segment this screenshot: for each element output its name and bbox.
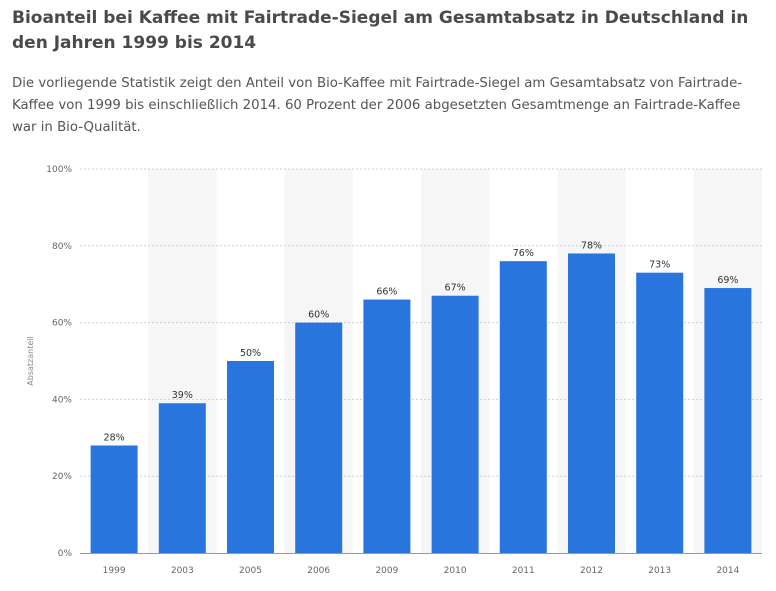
x-tick-label: 2006 [307,566,330,576]
y-tick-label: 0% [58,549,73,559]
x-tick-label: 2010 [444,566,467,576]
bars [90,253,752,554]
bar [431,295,479,553]
x-tick-label: 1999 [103,566,126,576]
y-axis-ticks: 0% 20% 40% 60% 80% 100% [46,165,72,559]
x-tick-label: 2011 [512,566,535,576]
data-label: 69% [717,275,738,286]
bar [158,403,206,553]
data-labels: 28% 39% 50% 60% 66% 67% 76% 78% 73% 69% [104,240,739,443]
x-tick-label: 2005 [239,566,262,576]
y-axis-label: Absatzanteil [26,336,35,385]
bar [90,445,138,553]
bar [704,288,752,553]
data-label: 76% [513,248,534,259]
bar [227,361,274,553]
y-tick-label: 100% [46,165,72,175]
bar [568,253,615,554]
bar [636,272,684,553]
chart-title: Bioanteil bei Kaffee mit Fairtrade-Siege… [12,8,749,53]
y-tick-label: 20% [52,472,72,482]
data-label: 66% [376,287,397,298]
y-tick-label: 40% [52,395,72,405]
data-label: 60% [308,310,329,321]
y-tick-label: 80% [52,242,72,252]
x-tick-label: 2012 [580,566,603,576]
x-tick-label: 2013 [648,566,671,576]
bar [499,261,547,553]
bar [363,299,411,553]
chart-description: Die vorliegende Statistik zeigt den Ante… [12,76,743,135]
data-label: 78% [581,240,602,251]
data-label: 39% [172,390,193,401]
data-label: 73% [649,260,670,271]
data-label: 28% [104,432,125,443]
y-tick-label: 60% [52,319,72,329]
data-label: 50% [240,348,261,359]
x-axis-ticks: 1999 2003 2005 2006 2009 2010 2011 2012 2013 2014 [103,566,740,576]
data-label: 67% [445,283,466,294]
bar [295,322,343,553]
x-tick-label: 2003 [171,566,194,576]
x-tick-label: 2009 [375,566,398,576]
x-tick-label: 2014 [716,566,739,576]
